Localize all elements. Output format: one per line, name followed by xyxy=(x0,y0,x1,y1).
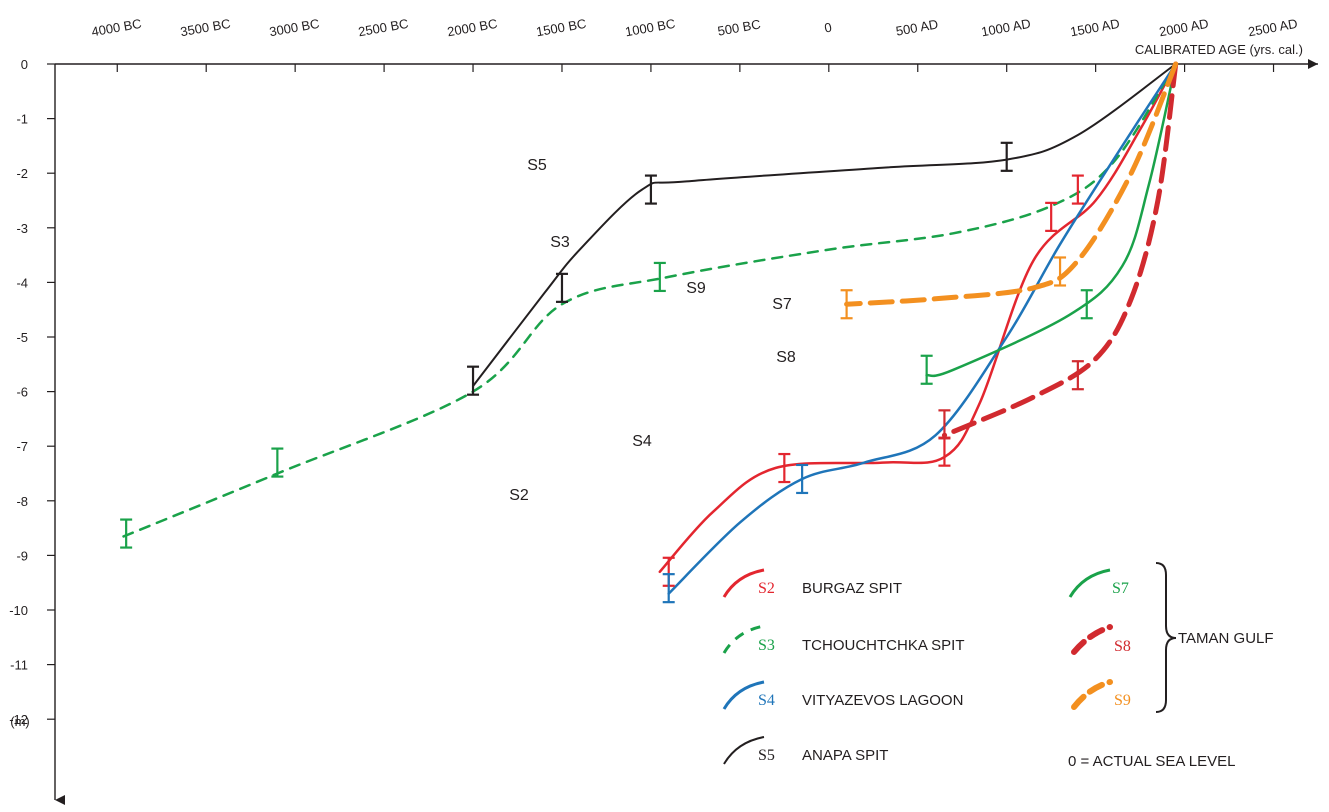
legend-swatch-s5 xyxy=(723,736,765,765)
y-axis-ticks: 0 -1 -2 -3 -4 -5 -6 -7 -8 -9 -10 -11 -12 xyxy=(9,57,55,727)
legend-item-s2: S2 BURGAZ SPIT xyxy=(722,568,902,598)
y-tick-label: -12 xyxy=(9,712,28,727)
legend-code-s4: S4 xyxy=(758,692,775,709)
x-tick-label: 2500 BC xyxy=(357,16,409,40)
x-tick-label: 2000 BC xyxy=(446,16,498,40)
y-tick-label: -2 xyxy=(16,166,28,181)
series-label-s2: S2 xyxy=(509,487,529,504)
legend-item-s9: S9 xyxy=(1071,679,1131,710)
data-point-s3 xyxy=(271,447,284,478)
data-point-markers xyxy=(120,141,1093,604)
legend-code-s8: S8 xyxy=(1114,638,1131,655)
series-label-s3: S3 xyxy=(550,234,570,251)
data-point-s8 xyxy=(938,409,951,440)
data-point-s2 xyxy=(938,436,951,467)
series-lines xyxy=(116,61,1179,595)
y-tick-label: -5 xyxy=(16,330,28,345)
legend: S2 BURGAZ SPIT S3 TCHOUCHTCHKA SPIT S4 V… xyxy=(722,562,1274,770)
x-axis-title: CALIBRATED AGE (yrs. cal.) xyxy=(1135,42,1303,57)
data-point-s5 xyxy=(1000,141,1013,172)
y-tick-label: -10 xyxy=(9,603,28,618)
data-point-s7 xyxy=(920,354,933,385)
legend-item-s8: S8 xyxy=(1071,624,1131,655)
data-point-s2 xyxy=(1045,201,1058,232)
legend-swatch-s8 xyxy=(1071,624,1113,655)
series-line-s2 xyxy=(658,62,1177,574)
legend-swatch-s7 xyxy=(1068,568,1111,598)
x-tick-label: 1500 AD xyxy=(1069,16,1121,39)
data-point-s3 xyxy=(120,518,133,549)
x-tick-label: 4000 BC xyxy=(90,16,142,40)
legend-item-s4: S4 VITYAZEVOS LAGOON xyxy=(722,680,963,710)
x-tick-label: 3500 BC xyxy=(179,16,231,40)
series-label-s4: S4 xyxy=(632,433,652,450)
legend-swatch-s2 xyxy=(722,568,765,598)
legend-swatch-s3 xyxy=(722,624,765,654)
data-point-s4 xyxy=(796,463,809,495)
series-line-s9 xyxy=(844,61,1179,307)
data-point-s9 xyxy=(840,289,853,320)
x-tick-label: 500 BC xyxy=(716,16,761,38)
data-point-s2 xyxy=(778,452,791,484)
legend-item-s3: S3 TCHOUCHTCHKA SPIT xyxy=(722,624,965,654)
series-line-s8 xyxy=(941,61,1179,438)
series-line-s4 xyxy=(667,62,1177,595)
x-tick-label: 3000 BC xyxy=(268,16,320,40)
data-point-s7 xyxy=(1080,289,1093,320)
y-tick-label: -3 xyxy=(16,221,28,236)
series-labels: S5 S3 S9 S7 S8 S4 S2 xyxy=(509,157,796,504)
legend-group-brace xyxy=(1155,562,1177,713)
data-point-s5 xyxy=(555,272,568,303)
x-tick-label: 500 AD xyxy=(895,16,940,38)
series-label-s5: S5 xyxy=(527,157,547,174)
y-tick-label: -9 xyxy=(16,548,28,563)
data-point-s4 xyxy=(662,573,675,604)
data-point-s2 xyxy=(1071,174,1084,205)
x-tick-label: 1000 BC xyxy=(624,16,676,40)
y-tick-label: -1 xyxy=(16,112,28,127)
series-label-s9: S9 xyxy=(686,280,706,297)
legend-label-s4: VITYAZEVOS LAGOON xyxy=(802,692,963,709)
x-tick-label: 1000 AD xyxy=(980,16,1032,39)
y-tick-label: -11 xyxy=(10,658,28,673)
data-point-s5 xyxy=(467,365,480,396)
legend-item-s7: S7 xyxy=(1068,568,1129,598)
x-tick-label: 1500 BC xyxy=(535,16,587,40)
legend-code-s9: S9 xyxy=(1114,692,1131,709)
legend-item-s5: S5 ANAPA SPIT xyxy=(723,736,888,765)
legend-code-s3: S3 xyxy=(758,637,775,654)
y-tick-label: -8 xyxy=(16,494,28,509)
sea-level-note: 0 = ACTUAL SEA LEVEL xyxy=(1068,753,1235,770)
legend-label-s3: TCHOUCHTCHKA SPIT xyxy=(802,637,965,654)
y-tick-label: -4 xyxy=(16,275,28,290)
axes xyxy=(54,59,1318,805)
y-tick-label: -6 xyxy=(16,385,28,400)
series-line-s5 xyxy=(472,63,1177,388)
x-tick-label: 0 xyxy=(823,20,833,36)
y-tick-label: 0 xyxy=(21,57,28,72)
series-line-s7 xyxy=(925,62,1177,378)
legend-swatch-s4 xyxy=(722,680,765,710)
legend-label-s2: BURGAZ SPIT xyxy=(802,580,902,597)
data-point-s3 xyxy=(653,261,666,293)
series-label-s8: S8 xyxy=(776,349,796,366)
legend-code-s7: S7 xyxy=(1112,580,1129,597)
legend-swatch-s9 xyxy=(1071,679,1113,710)
data-point-s8 xyxy=(1071,360,1084,391)
x-tick-label: 2500 AD xyxy=(1247,16,1299,39)
legend-label-s5: ANAPA SPIT xyxy=(802,747,888,764)
series-line-s3 xyxy=(116,62,1177,541)
legend-group-label: TAMAN GULF xyxy=(1178,630,1274,647)
x-tick-label: 2000 AD xyxy=(1158,16,1210,39)
legend-code-s5: S5 xyxy=(758,747,775,764)
data-point-s9 xyxy=(1054,256,1067,287)
legend-code-s2: S2 xyxy=(758,580,775,597)
y-tick-label: -7 xyxy=(16,439,28,454)
series-label-s7: S7 xyxy=(772,296,792,313)
data-point-s5 xyxy=(644,174,657,205)
y-axis-unit-label: (m) xyxy=(10,714,30,729)
